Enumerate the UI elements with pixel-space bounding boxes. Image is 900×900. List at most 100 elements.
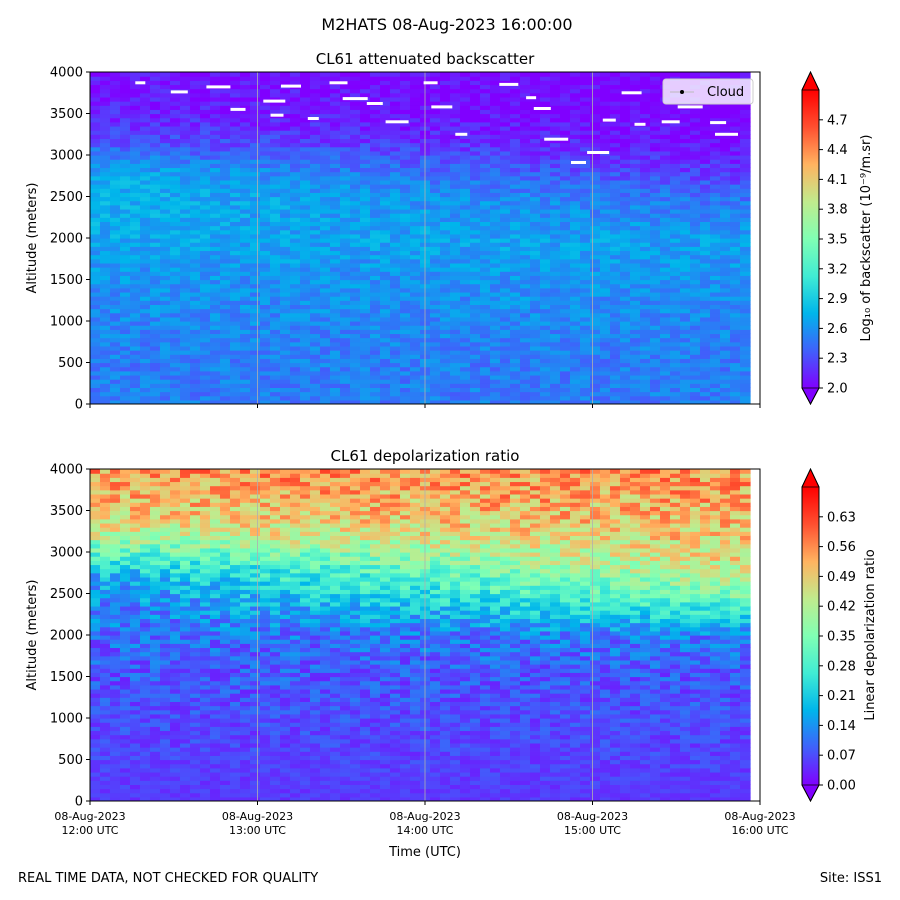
heatmap-cell bbox=[220, 308, 231, 314]
heatmap-cell bbox=[120, 109, 131, 115]
heatmap-cell bbox=[290, 341, 301, 347]
heatmap-cell bbox=[690, 175, 701, 181]
heatmap-cell bbox=[170, 105, 181, 110]
heatmap-cell bbox=[100, 204, 111, 210]
heatmap-cell bbox=[200, 233, 211, 239]
heatmap-cell bbox=[650, 395, 661, 401]
heatmap-cell bbox=[190, 159, 201, 164]
heatmap-cell bbox=[310, 337, 321, 343]
heatmap-cell bbox=[350, 179, 361, 185]
heatmap-cell bbox=[450, 200, 461, 206]
heatmap-cell bbox=[220, 113, 231, 119]
heatmap-cell bbox=[390, 150, 401, 156]
heatmap-cell bbox=[590, 337, 601, 343]
heatmap-cell bbox=[200, 304, 211, 310]
heatmap-cell bbox=[250, 159, 261, 164]
heatmap-cell bbox=[400, 316, 411, 322]
heatmap-cell bbox=[90, 275, 101, 281]
heatmap-cell bbox=[440, 296, 451, 301]
heatmap-cell bbox=[280, 138, 291, 144]
heatmap-cell bbox=[520, 300, 531, 305]
heatmap-cell bbox=[700, 146, 711, 152]
heatmap-cell bbox=[90, 192, 101, 198]
heatmap-cell bbox=[440, 84, 451, 90]
heatmap-cell bbox=[250, 341, 261, 347]
heatmap-cell bbox=[470, 391, 481, 397]
heatmap-cell bbox=[580, 399, 591, 404]
heatmap-cell bbox=[500, 167, 511, 173]
heatmap-cell bbox=[310, 350, 321, 355]
heatmap-cell bbox=[190, 370, 201, 376]
heatmap-cell bbox=[500, 250, 511, 256]
heatmap-cell bbox=[120, 138, 131, 144]
heatmap-cell bbox=[310, 329, 321, 335]
heatmap-cell bbox=[100, 379, 111, 384]
heatmap-cell bbox=[340, 321, 351, 326]
heatmap-cell bbox=[460, 246, 471, 252]
heatmap-cell bbox=[150, 113, 161, 119]
heatmap-cell bbox=[670, 291, 681, 297]
heatmap-cell bbox=[140, 391, 151, 397]
heatmap-cell bbox=[640, 337, 651, 343]
heatmap-cell bbox=[490, 354, 501, 359]
heatmap-cell bbox=[460, 229, 471, 235]
heatmap-cell bbox=[140, 345, 151, 351]
heatmap-cell bbox=[370, 179, 381, 185]
heatmap-cell bbox=[140, 163, 151, 169]
heatmap-cell bbox=[460, 159, 471, 164]
heatmap-cell bbox=[480, 184, 491, 189]
heatmap-cell bbox=[470, 146, 481, 152]
heatmap-cell bbox=[370, 350, 381, 355]
heatmap-cell bbox=[370, 242, 381, 247]
heatmap-cell bbox=[470, 345, 481, 351]
heatmap-cell bbox=[490, 279, 501, 285]
heatmap-cell bbox=[470, 171, 481, 177]
heatmap-cell bbox=[390, 283, 401, 289]
heatmap-cell bbox=[660, 350, 671, 355]
heatmap-cell bbox=[480, 134, 491, 139]
heatmap-cell bbox=[450, 208, 461, 214]
heatmap-cell bbox=[390, 291, 401, 297]
heatmap-cell bbox=[570, 246, 581, 252]
heatmap-cell bbox=[670, 379, 681, 384]
heatmap-cell bbox=[610, 184, 621, 189]
heatmap-cell bbox=[580, 200, 591, 206]
heatmap-cell bbox=[570, 387, 581, 393]
heatmap-cell bbox=[590, 379, 601, 384]
heatmap-cell bbox=[290, 171, 301, 177]
heatmap-cell bbox=[200, 101, 211, 106]
heatmap-cell bbox=[210, 88, 221, 94]
heatmap-cell bbox=[280, 254, 291, 260]
heatmap-cell bbox=[530, 130, 541, 135]
heatmap-cell bbox=[230, 354, 241, 359]
heatmap-cell bbox=[290, 271, 301, 276]
heatmap-cell bbox=[380, 138, 391, 144]
heatmap-cell bbox=[330, 262, 341, 268]
heatmap-cell bbox=[670, 121, 681, 127]
heatmap-cell bbox=[270, 213, 281, 218]
heatmap-cell bbox=[570, 155, 581, 160]
heatmap-cell bbox=[430, 358, 441, 364]
heatmap-cell bbox=[300, 300, 311, 305]
heatmap-cell bbox=[390, 192, 401, 198]
heatmap-cell bbox=[480, 374, 491, 380]
heatmap-cell bbox=[290, 366, 301, 372]
heatmap-cell bbox=[620, 109, 631, 115]
heatmap-cell bbox=[220, 196, 231, 202]
heatmap-cell bbox=[550, 125, 561, 131]
heatmap-cell bbox=[310, 291, 321, 297]
heatmap-cell bbox=[180, 387, 191, 393]
heatmap-cell bbox=[150, 84, 161, 90]
heatmap-cell bbox=[680, 167, 691, 173]
heatmap-cell bbox=[520, 321, 531, 326]
heatmap-cell bbox=[120, 142, 131, 148]
heatmap-cell bbox=[480, 304, 491, 310]
heatmap-cell bbox=[280, 233, 291, 239]
heatmap-cell bbox=[670, 109, 681, 115]
heatmap-cell bbox=[190, 374, 201, 380]
heatmap-cell bbox=[120, 105, 131, 110]
heatmap-cell bbox=[710, 300, 721, 305]
heatmap-cell bbox=[520, 387, 531, 393]
heatmap-cell bbox=[520, 113, 531, 119]
heatmap-cell bbox=[180, 395, 191, 401]
